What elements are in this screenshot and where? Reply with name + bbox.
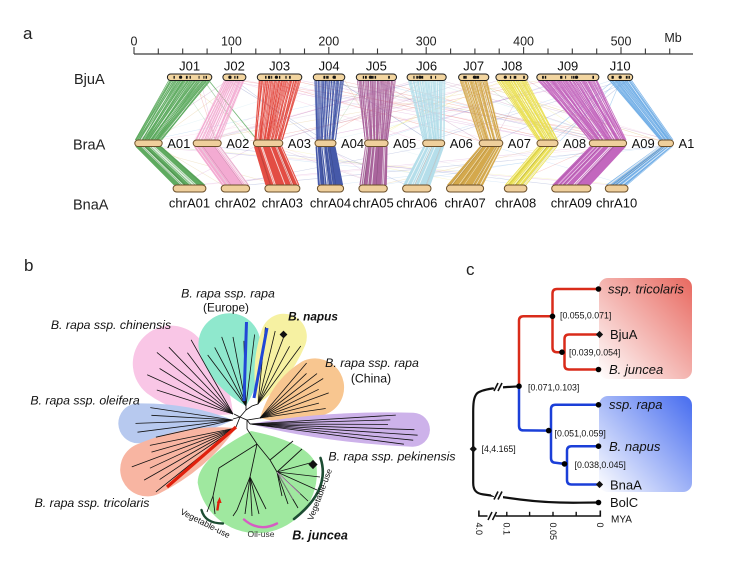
svg-text:A01: A01	[167, 136, 190, 151]
svg-text:[0.039,0.054]: [0.039,0.054]	[569, 348, 620, 358]
svg-text:200: 200	[318, 35, 339, 49]
svg-text:[4,4.165]: [4,4.165]	[482, 444, 516, 454]
svg-text:J09: J09	[557, 59, 578, 74]
svg-text:Oil-use: Oil-use	[248, 529, 275, 539]
svg-text:chrA01: chrA01	[169, 196, 210, 211]
svg-text:J04: J04	[319, 59, 340, 74]
svg-text:B. rapa ssp. rapa: B. rapa ssp. rapa	[181, 287, 275, 301]
svg-text:chrA02: chrA02	[215, 196, 256, 211]
svg-text:chrA03: chrA03	[262, 196, 303, 211]
svg-text:J07: J07	[463, 59, 484, 74]
svg-text:J08: J08	[501, 59, 522, 74]
svg-text:chrA09: chrA09	[551, 196, 592, 211]
svg-text:100: 100	[221, 35, 242, 49]
svg-text:(China): (China)	[351, 372, 391, 386]
svg-text:ssp. rapa: ssp. rapa	[609, 397, 662, 412]
svg-text:[0.051,0.059]: [0.051,0.059]	[555, 429, 606, 439]
svg-text:A08: A08	[563, 136, 586, 151]
svg-text:A03: A03	[288, 136, 311, 151]
svg-text:A09: A09	[632, 136, 655, 151]
svg-text:500: 500	[611, 35, 632, 49]
svg-text:A07: A07	[508, 136, 531, 151]
svg-text:A05: A05	[393, 136, 416, 151]
svg-text:B. napus: B. napus	[609, 439, 661, 454]
svg-text:MYA: MYA	[611, 515, 632, 526]
svg-text:(Europe): (Europe)	[203, 301, 249, 315]
svg-text:[0.038,0.045]: [0.038,0.045]	[575, 460, 626, 470]
svg-text:BnaA: BnaA	[610, 478, 642, 493]
svg-text:A04: A04	[341, 136, 364, 151]
svg-text:chrA06: chrA06	[396, 196, 437, 211]
svg-text:BraA: BraA	[73, 138, 106, 154]
svg-text:A02: A02	[226, 136, 249, 151]
svg-text:0.1: 0.1	[502, 523, 512, 536]
svg-text:BjuA: BjuA	[74, 72, 105, 88]
svg-text:BnaA: BnaA	[73, 198, 109, 214]
svg-text:B. rapa ssp. oleifera: B. rapa ssp. oleifera	[30, 394, 140, 408]
svg-text:B. rapa ssp. pekinensis: B. rapa ssp. pekinensis	[328, 450, 455, 464]
svg-text:B. rapa ssp. chinensis: B. rapa ssp. chinensis	[51, 318, 171, 332]
svg-text:J10: J10	[610, 59, 631, 74]
svg-text:J02: J02	[224, 59, 245, 74]
svg-text:A1: A1	[679, 136, 695, 151]
svg-text:J06: J06	[416, 59, 437, 74]
svg-text:a: a	[23, 24, 33, 43]
svg-text:300: 300	[416, 35, 437, 49]
svg-text:b: b	[24, 256, 33, 275]
svg-text:[0.071,0.103]: [0.071,0.103]	[528, 382, 579, 392]
svg-text:J01: J01	[179, 59, 200, 74]
svg-text:ssp. tricolaris: ssp. tricolaris	[608, 282, 684, 297]
svg-text:B. rapa ssp. rapa: B. rapa ssp. rapa	[325, 356, 419, 370]
svg-text:0: 0	[131, 35, 138, 49]
svg-text:B. napus: B. napus	[288, 310, 338, 324]
svg-text:[0.055,0.071]: [0.055,0.071]	[560, 311, 611, 321]
svg-text:B. juncea: B. juncea	[609, 362, 663, 377]
svg-text:chrA10: chrA10	[596, 196, 637, 211]
svg-text:0.05: 0.05	[548, 523, 558, 541]
svg-text:chrA08: chrA08	[495, 196, 536, 211]
svg-text:chrA05: chrA05	[352, 196, 393, 211]
svg-text:BjuA: BjuA	[610, 327, 638, 342]
svg-text:4.0: 4.0	[474, 523, 484, 536]
svg-text:A06: A06	[450, 136, 473, 151]
svg-text:chrA04: chrA04	[310, 196, 351, 211]
svg-text:Mb: Mb	[664, 31, 681, 45]
svg-text:B. rapa ssp. tricolaris: B. rapa ssp. tricolaris	[35, 496, 150, 510]
svg-text:BolC: BolC	[610, 495, 638, 510]
svg-text:0: 0	[595, 523, 605, 528]
svg-text:J05: J05	[366, 59, 387, 74]
svg-text:c: c	[466, 260, 475, 279]
svg-text:400: 400	[513, 35, 534, 49]
svg-text:chrA07: chrA07	[444, 196, 485, 211]
svg-text:J03: J03	[269, 59, 290, 74]
svg-text:B. juncea: B. juncea	[292, 529, 348, 543]
